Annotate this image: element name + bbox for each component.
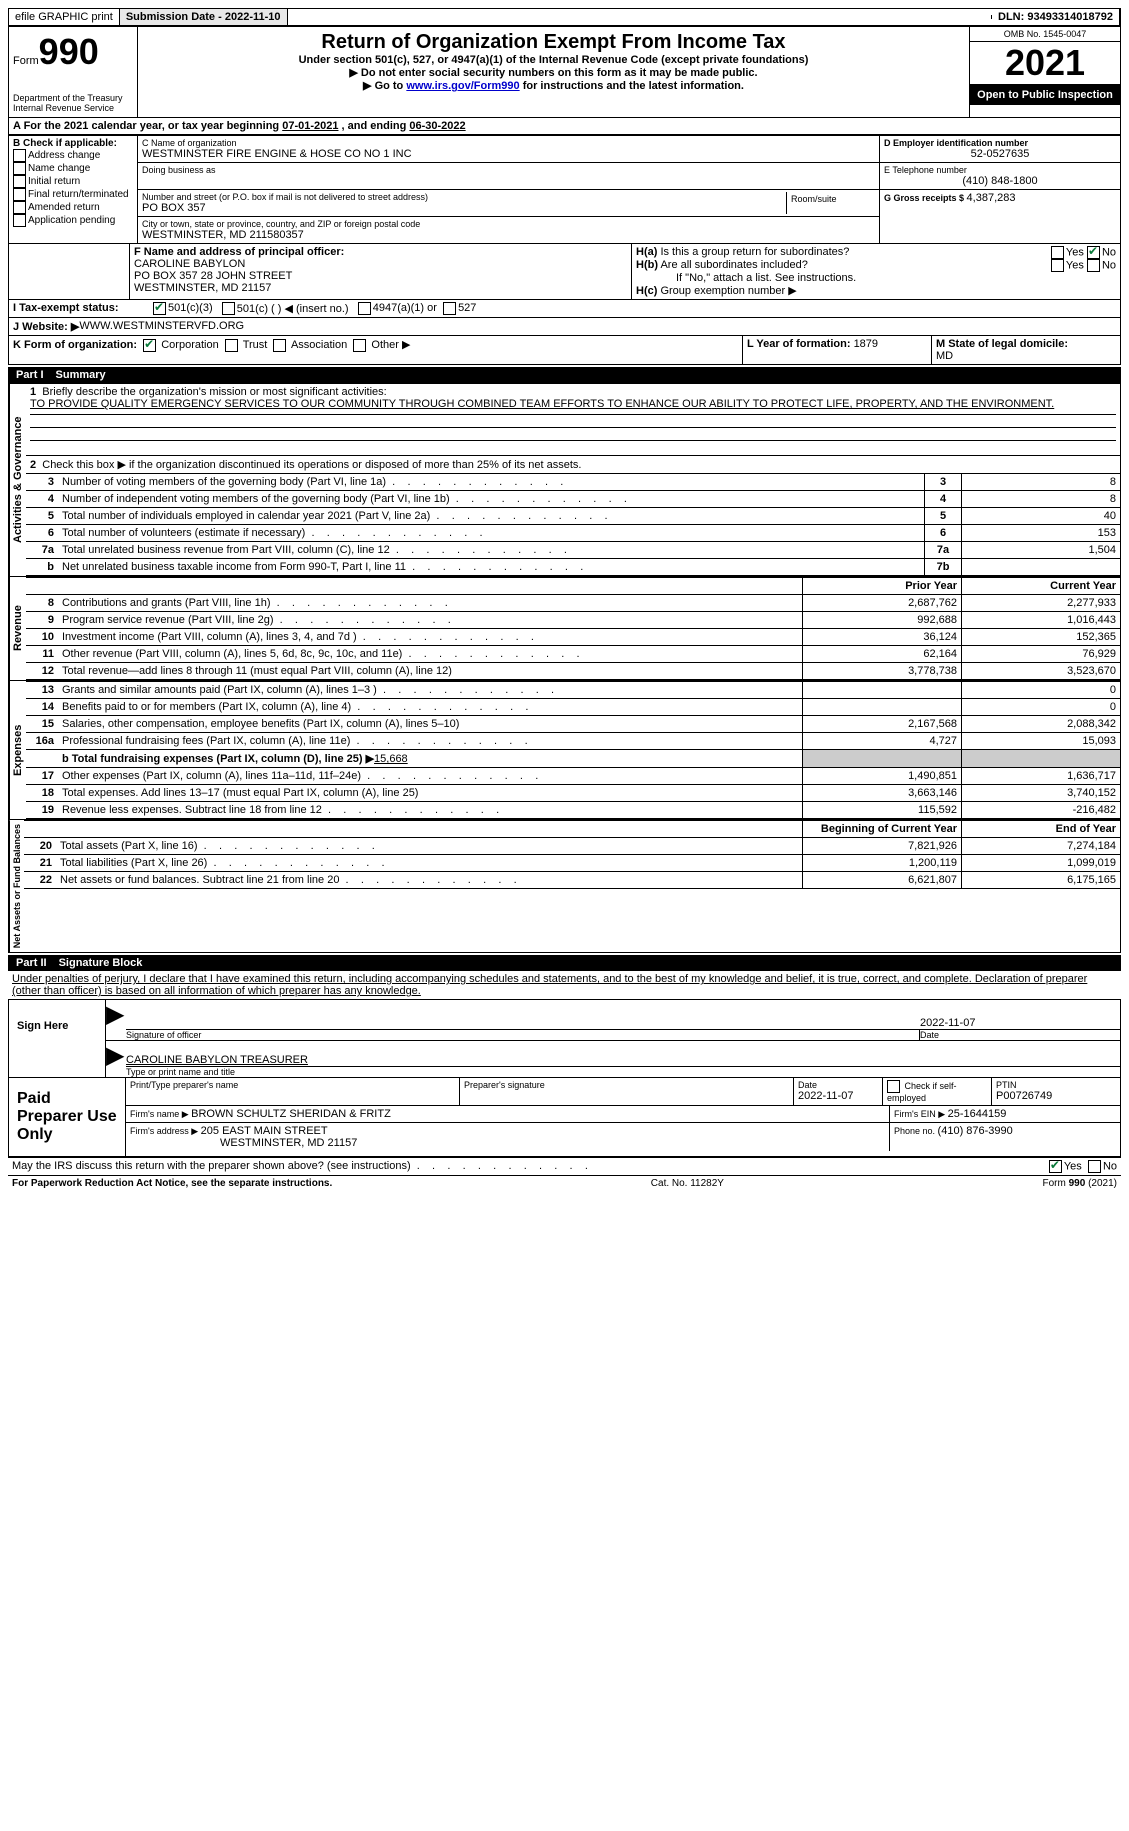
row-j: J Website: ▶ WWW.WESTMINSTERVFD.ORG xyxy=(9,317,1120,335)
prep-date: 2022-11-07 xyxy=(798,1090,878,1102)
check-name[interactable] xyxy=(13,162,26,175)
ptin: P00726749 xyxy=(996,1090,1116,1102)
ein: 52-0527635 xyxy=(884,148,1116,160)
fundraising-total: 15,668 xyxy=(374,753,408,765)
dba-label: Doing business as xyxy=(142,165,875,175)
check-amended[interactable] xyxy=(13,201,26,214)
org-name-label: C Name of organization xyxy=(142,138,875,148)
form-label: Form xyxy=(13,55,39,67)
firm-phone: (410) 876-3990 xyxy=(938,1125,1013,1137)
page-footer: For Paperwork Reduction Act Notice, see … xyxy=(8,1176,1121,1191)
top-bar: efile GRAPHIC print Submission Date - 20… xyxy=(8,8,1121,26)
state-domicile: MD xyxy=(936,350,953,362)
mission-text: TO PROVIDE QUALITY EMERGENCY SERVICES TO… xyxy=(30,398,1054,410)
submission-date: Submission Date - 2022-11-10 xyxy=(126,11,281,23)
check-527[interactable] xyxy=(443,302,456,315)
year-formation: 1879 xyxy=(854,338,878,350)
discuss-no[interactable] xyxy=(1088,1160,1101,1173)
summary-ag-table: 3Number of voting members of the governi… xyxy=(26,473,1120,576)
firm-ein: 25-1644159 xyxy=(948,1108,1007,1120)
firm-name: BROWN SCHULTZ SHERIDAN & FRITZ xyxy=(191,1108,391,1120)
firm-addr: 205 EAST MAIN STREET xyxy=(201,1125,328,1137)
irs-link[interactable]: www.irs.gov/Form990 xyxy=(406,80,519,92)
ssn-note: ▶ Do not enter social security numbers o… xyxy=(142,66,965,79)
principal-officer: F Name and address of principal officer:… xyxy=(130,244,632,299)
discuss-row: May the IRS discuss this return with the… xyxy=(8,1157,1121,1176)
irs-label: Internal Revenue Service xyxy=(13,103,114,113)
gross-label: G Gross receipts $ xyxy=(884,193,967,203)
paid-preparer-block: Paid Preparer Use Only Print/Type prepar… xyxy=(8,1078,1121,1157)
open-inspection: Open to Public Inspection xyxy=(970,85,1120,105)
sign-here-block: Sign Here ▶ Signature of officer 2022-11… xyxy=(8,999,1121,1078)
vert-revenue: Revenue xyxy=(9,577,26,680)
check-501c3[interactable] xyxy=(153,302,166,315)
perjury-decl: Under penalties of perjury, I declare th… xyxy=(8,971,1121,999)
hb-no[interactable] xyxy=(1087,259,1100,272)
phone: (410) 848-1800 xyxy=(884,175,1116,187)
omb: OMB No. 1545-0047 xyxy=(970,27,1120,42)
form-title: Return of Organization Exempt From Incom… xyxy=(142,31,965,54)
form-header: Form990 Department of the TreasuryIntern… xyxy=(8,26,1121,365)
check-pending[interactable] xyxy=(13,214,26,227)
vert-netassets: Net Assets or Fund Balances xyxy=(9,820,24,952)
dept: Department of the Treasury xyxy=(13,93,123,103)
check-corp[interactable] xyxy=(143,339,156,352)
vert-activities: Activities & Governance xyxy=(9,384,26,576)
form-subtitle: Under section 501(c), 527, or 4947(a)(1)… xyxy=(142,54,965,66)
room-label: Room/suite xyxy=(787,192,875,214)
revenue-table: Prior YearCurrent Year 8Contributions an… xyxy=(26,577,1120,680)
check-assoc[interactable] xyxy=(273,339,286,352)
discuss-yes[interactable] xyxy=(1049,1160,1062,1173)
ha-yes[interactable] xyxy=(1051,246,1064,259)
website: WWW.WESTMINSTERVFD.ORG xyxy=(79,320,244,333)
org-street: PO BOX 357 xyxy=(142,202,786,214)
gross-receipts: 4,387,283 xyxy=(967,192,1016,204)
phone-label: E Telephone number xyxy=(884,165,1116,175)
part2-header: Part II Signature Block xyxy=(8,955,1121,971)
row-i: I Tax-exempt status: 501(c)(3) 501(c) ( … xyxy=(9,299,1120,317)
check-4947[interactable] xyxy=(358,302,371,315)
check-final[interactable] xyxy=(13,188,26,201)
part1-header: Part I Summary xyxy=(8,367,1121,383)
line2-text: Check this box ▶ if the organization dis… xyxy=(42,459,581,471)
ein-label: D Employer identification number xyxy=(884,138,1116,148)
org-name: WESTMINSTER FIRE ENGINE & HOSE CO NO 1 I… xyxy=(142,148,875,160)
check-501c[interactable] xyxy=(222,302,235,315)
check-initial[interactable] xyxy=(13,175,26,188)
check-trust[interactable] xyxy=(225,339,238,352)
check-address[interactable] xyxy=(13,149,26,162)
efile-label: efile GRAPHIC print xyxy=(9,9,120,25)
vert-expenses: Expenses xyxy=(9,681,26,819)
netassets-table: Beginning of Current YearEnd of Year 20T… xyxy=(24,820,1120,889)
ha-no[interactable] xyxy=(1087,246,1100,259)
row-k: K Form of organization: Corporation Trus… xyxy=(9,336,743,364)
check-other[interactable] xyxy=(353,339,366,352)
col-b-checks: B Check if applicable: Address change Na… xyxy=(9,136,138,243)
org-city: WESTMINSTER, MD 211580357 xyxy=(142,229,875,241)
dln: DLN: 93493314018792 xyxy=(992,9,1120,25)
tax-year: 2021 xyxy=(970,42,1120,85)
expenses-table: 13Grants and similar amounts paid (Part … xyxy=(26,681,1120,819)
sig-date: 2022-11-07 xyxy=(920,1017,1120,1029)
form-number: 990 xyxy=(39,31,99,72)
officer-name: CAROLINE BABYLON TREASURER xyxy=(126,1054,1120,1066)
hb-yes[interactable] xyxy=(1051,259,1064,272)
line-a: A For the 2021 calendar year, or tax yea… xyxy=(9,118,1120,135)
check-self-employed[interactable] xyxy=(887,1080,900,1093)
